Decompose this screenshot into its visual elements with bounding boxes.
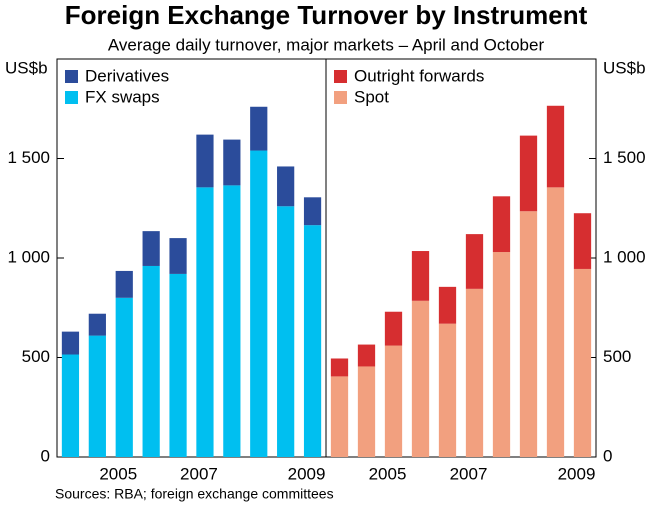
x-tick-label: 2005: [369, 464, 407, 483]
x-tick-label: 2005: [99, 464, 137, 483]
legend-label: Spot: [354, 87, 389, 106]
bar-segment: [465, 288, 484, 457]
legend-swatch: [65, 91, 78, 104]
chart-subtitle: Average daily turnover, major markets – …: [108, 35, 545, 54]
bar-segment: [277, 206, 295, 457]
x-tick-label: 2009: [288, 464, 326, 483]
bar-segment: [250, 150, 268, 458]
y-tick-label: 1 500: [603, 148, 646, 167]
legend-label: FX swaps: [85, 87, 160, 106]
chart-title: Foreign Exchange Turnover by Instrument: [65, 0, 588, 30]
bar-segment: [438, 286, 457, 324]
y-tick-label: 500: [22, 347, 50, 366]
legend-label: Derivatives: [85, 66, 169, 85]
bar-segment: [115, 297, 133, 457]
bar-segment: [169, 273, 187, 457]
legend-label: Outright forwards: [354, 66, 484, 85]
bar-segment: [142, 265, 160, 457]
bar-segment: [546, 187, 565, 458]
bar-segment: [411, 251, 430, 301]
y-tick-label: 0: [603, 446, 612, 465]
bar-segment: [61, 331, 80, 355]
bar-segment: [492, 196, 511, 253]
bar-segment: [277, 166, 295, 207]
bar-segment: [115, 270, 133, 298]
bar-segment: [384, 311, 403, 346]
bar-segment: [169, 238, 187, 274]
y-tick-label: 500: [603, 347, 631, 366]
bar-segment: [250, 106, 268, 151]
bar-segment: [223, 185, 241, 458]
bar-segment: [142, 231, 160, 266]
bar-segment: [357, 366, 376, 457]
bar-segment: [546, 105, 565, 188]
y-axis-label: US$b: [5, 58, 48, 77]
x-tick-label: 2007: [180, 464, 218, 483]
bar-segment: [384, 345, 403, 457]
y-tick-label: 1 000: [7, 247, 50, 266]
bar-segment: [61, 354, 80, 457]
bar-segment: [223, 139, 241, 186]
y-tick-label: 1 500: [7, 148, 50, 167]
bar-segment: [196, 134, 214, 188]
bar-segment: [88, 313, 106, 336]
y-tick-label: 0: [41, 446, 50, 465]
bar-segment: [519, 211, 538, 457]
legend-swatch: [65, 70, 78, 83]
bar-segment: [465, 234, 484, 289]
bar-segment: [357, 344, 376, 367]
legend-swatch: [334, 70, 347, 83]
source-note: Sources: RBA; foreign exchange committee…: [55, 486, 334, 502]
bar-segment: [303, 225, 322, 457]
bar-segment: [573, 268, 592, 457]
bar-segment: [330, 358, 349, 377]
bar-segment: [519, 135, 538, 212]
bar-segment: [330, 376, 349, 457]
bar-segment: [438, 323, 457, 457]
x-tick-label: 2009: [558, 464, 596, 483]
bar-segment: [88, 335, 106, 457]
bar-segment: [411, 300, 430, 457]
y-tick-label: 1 000: [603, 247, 646, 266]
legend-swatch: [334, 91, 347, 104]
x-tick-label: 2007: [450, 464, 488, 483]
bar-segment: [303, 197, 322, 226]
bar-segment: [492, 252, 511, 457]
bar-segment: [573, 213, 592, 269]
bar-segment: [196, 187, 214, 458]
y-axis-label: US$b: [603, 58, 646, 77]
